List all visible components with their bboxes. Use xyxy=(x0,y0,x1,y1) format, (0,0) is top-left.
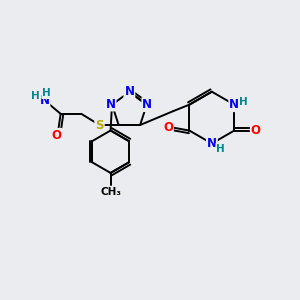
Text: S: S xyxy=(95,118,104,131)
Text: O: O xyxy=(52,129,62,142)
Text: O: O xyxy=(251,124,261,137)
Text: N: N xyxy=(142,98,152,111)
Text: H: H xyxy=(216,144,225,154)
Text: N: N xyxy=(40,94,50,107)
Text: N: N xyxy=(207,137,217,150)
Text: CH₃: CH₃ xyxy=(100,187,121,197)
Text: H: H xyxy=(239,97,248,107)
Text: N: N xyxy=(106,98,116,110)
Text: N: N xyxy=(124,85,134,98)
Text: H: H xyxy=(31,91,40,101)
Text: O: O xyxy=(163,121,173,134)
Text: N: N xyxy=(229,98,239,111)
Text: H: H xyxy=(42,88,51,98)
